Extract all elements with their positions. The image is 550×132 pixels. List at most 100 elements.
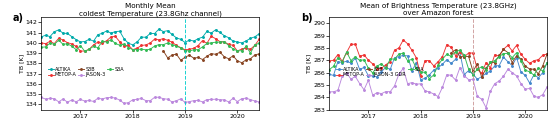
Legend: ALTIKA, METOP-A, S3B, JASON-3, S3A: ALTIKA, METOP-A, S3B, JASON-3, S3A: [46, 65, 126, 79]
S3B: [256, 53, 262, 55]
Text: a): a): [13, 13, 24, 23]
METOP-A: [391, 49, 398, 51]
S3A: [540, 70, 546, 72]
ALTIKA: [103, 30, 110, 32]
METOP-A: [374, 68, 381, 69]
METOP-A: [417, 75, 424, 76]
S3B: [544, 53, 550, 55]
ALTIKA: [86, 38, 92, 40]
ALTIKA: [251, 36, 258, 38]
S3A: [426, 78, 433, 79]
Legend: ALTIKA, METOP-A, S3B, JASON-3 GDR, S3A: ALTIKA, METOP-A, S3B, JASON-3 GDR, S3A: [334, 65, 426, 79]
S3A: [391, 58, 398, 60]
Line: METOP-A: METOP-A: [41, 36, 260, 52]
Line: ALTIKA: ALTIKA: [328, 51, 548, 84]
Line: S3B: S3B: [450, 49, 548, 78]
JASON-3 GDR: [391, 85, 398, 87]
METOP-A: [540, 55, 546, 56]
METOP-A: [251, 45, 258, 46]
Line: METOP-A: METOP-A: [328, 39, 548, 76]
ALTIKA: [108, 32, 114, 34]
Line: S3A: S3A: [328, 49, 548, 79]
JASON-3 GDR: [374, 92, 381, 93]
JASON-3 GDR: [456, 67, 463, 68]
S3A: [247, 52, 254, 54]
JASON-3: [38, 97, 45, 98]
JASON-3: [190, 100, 197, 102]
ALTIKA: [487, 70, 494, 72]
ALTIKA: [156, 28, 162, 30]
S3A: [251, 44, 258, 46]
METOP-A: [90, 44, 97, 46]
METOP-A: [81, 50, 88, 52]
JASON-3: [103, 97, 110, 98]
S3A: [103, 41, 110, 43]
METOP-A: [38, 42, 45, 44]
JASON-3 GDR: [483, 107, 490, 108]
Y-axis label: TB [K]: TB [K]: [307, 54, 312, 73]
METOP-A: [544, 53, 550, 55]
S3B: [251, 54, 258, 56]
S3A: [395, 53, 402, 55]
ALTIKA: [129, 44, 136, 46]
JASON-3 GDR: [326, 91, 332, 93]
METOP-A: [199, 40, 206, 41]
ALTIKA: [544, 62, 550, 64]
S3B: [195, 57, 201, 58]
METOP-A: [112, 36, 119, 37]
JASON-3: [204, 99, 210, 100]
S3B: [483, 67, 490, 69]
Text: b): b): [301, 13, 312, 23]
JASON-3: [256, 101, 262, 103]
S3A: [256, 42, 262, 44]
S3A: [478, 66, 485, 67]
S3A: [186, 50, 192, 52]
JASON-3 GDR: [474, 95, 481, 97]
METOP-A: [326, 60, 332, 62]
ALTIKA: [526, 82, 533, 84]
Line: JASON-3 GDR: JASON-3 GDR: [328, 67, 548, 108]
METOP-A: [400, 39, 406, 41]
Line: S3A: S3A: [41, 39, 260, 54]
S3A: [199, 46, 206, 48]
JASON-3: [121, 103, 128, 104]
Title: Mean of Brightness Temperature (23.8GHz)
over Amazon forest: Mean of Brightness Temperature (23.8GHz)…: [360, 3, 516, 16]
JASON-3: [251, 100, 258, 102]
JASON-3: [86, 100, 92, 101]
S3B: [540, 65, 546, 67]
JASON-3 GDR: [395, 73, 402, 75]
METOP-A: [186, 48, 192, 50]
METOP-A: [208, 36, 214, 37]
Line: S3B: S3B: [163, 50, 260, 63]
ALTIKA: [456, 51, 463, 53]
Line: JASON-3: JASON-3: [41, 96, 260, 104]
Title: Monthly Mean
coldest Temperature (23.8Ghz channel): Monthly Mean coldest Temperature (23.8Gh…: [79, 3, 222, 17]
S3A: [456, 49, 463, 51]
S3A: [544, 62, 550, 63]
JASON-3 GDR: [544, 86, 550, 88]
S3A: [108, 39, 114, 41]
ALTIKA: [204, 31, 210, 32]
METOP-A: [108, 36, 114, 38]
S3B: [470, 71, 476, 72]
METOP-A: [256, 39, 262, 40]
ALTIKA: [256, 33, 262, 35]
S3A: [374, 65, 381, 67]
S3A: [38, 47, 45, 48]
JASON-3 GDR: [492, 83, 498, 84]
ALTIKA: [374, 76, 381, 78]
JASON-3: [108, 97, 114, 98]
METOP-A: [492, 54, 498, 55]
JASON-3: [156, 96, 162, 98]
ALTIKA: [540, 72, 546, 73]
Line: ALTIKA: ALTIKA: [41, 28, 260, 46]
Y-axis label: TB [K]: TB [K]: [19, 54, 24, 73]
S3A: [86, 48, 92, 50]
ALTIKA: [395, 56, 402, 57]
S3A: [492, 60, 498, 61]
METOP-A: [478, 73, 485, 74]
S3A: [112, 43, 119, 44]
METOP-A: [395, 47, 402, 49]
JASON-3 GDR: [540, 94, 546, 95]
S3B: [182, 56, 189, 58]
